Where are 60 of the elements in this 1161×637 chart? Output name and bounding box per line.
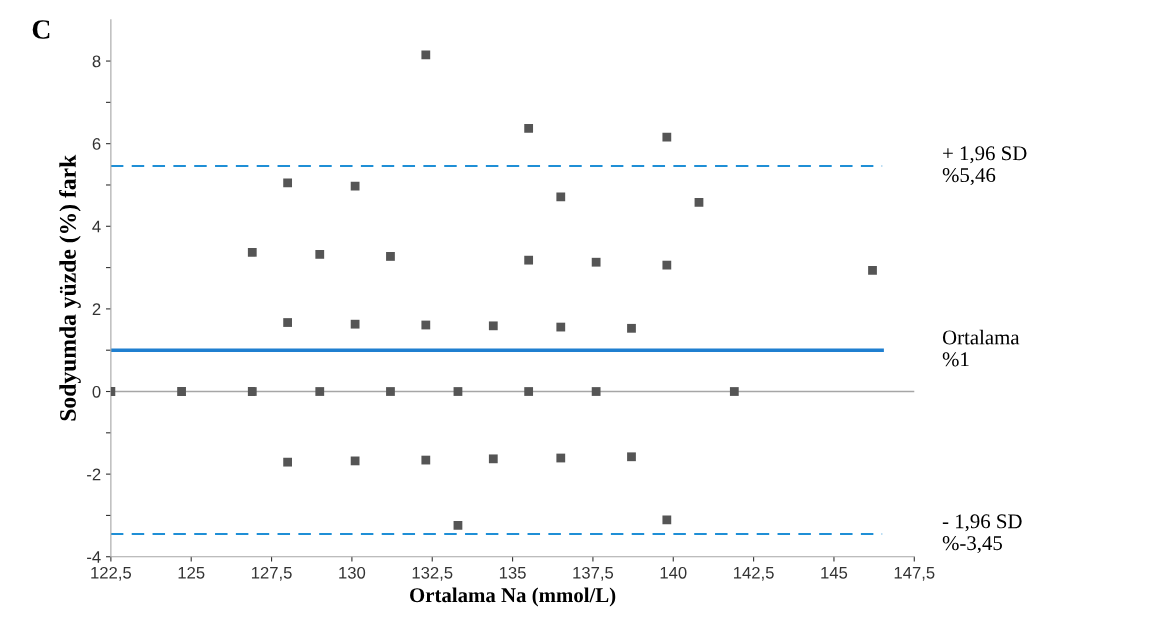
point xyxy=(247,247,257,257)
point xyxy=(421,455,431,465)
point xyxy=(488,321,498,331)
point xyxy=(524,387,534,396)
point xyxy=(177,387,186,396)
x-tick-label: 125 xyxy=(178,566,205,579)
point xyxy=(556,453,566,463)
point xyxy=(421,320,431,330)
point xyxy=(315,249,325,259)
text: C xyxy=(32,20,50,39)
point xyxy=(524,255,534,265)
x-tick-label: 127,5 xyxy=(251,566,292,581)
ref-line-label: Ortalama %1 xyxy=(942,329,1020,367)
y-axis-title: Sodyumda yüzde (%) fark xyxy=(59,154,81,421)
y-tick-label: 6 xyxy=(92,138,101,150)
point xyxy=(591,257,601,267)
x-tick-label: 147,5 xyxy=(894,567,935,581)
point xyxy=(453,520,463,530)
x-tick-label: 145 xyxy=(821,567,848,579)
point xyxy=(556,322,566,332)
y-tick-label: 4 xyxy=(92,220,101,233)
x-axis-title: Ortalama Na (mmol/L) xyxy=(410,587,616,607)
x-tick-label: 122,5 xyxy=(91,566,132,581)
point xyxy=(662,515,672,525)
point xyxy=(247,387,257,396)
point xyxy=(729,387,739,396)
point xyxy=(386,252,395,261)
x-tick-label: 142,5 xyxy=(734,566,774,581)
x-tick-label: 130 xyxy=(339,566,366,579)
x-tick-label: 135 xyxy=(499,566,526,579)
point xyxy=(283,318,293,327)
point xyxy=(315,387,325,396)
x-tick-label: 140 xyxy=(660,566,687,579)
x-tick-label: 132,5 xyxy=(412,566,453,581)
y-tick-label: 8 xyxy=(92,55,101,68)
y-tick-label: -4 xyxy=(87,551,101,563)
y-tick-label: -2 xyxy=(87,468,101,481)
point xyxy=(283,178,293,188)
point xyxy=(386,387,395,396)
point xyxy=(662,132,672,142)
ref-line-label: + 1,96 SD %5,46 xyxy=(942,146,1027,186)
point xyxy=(556,192,566,202)
ref-line-label: - 1,96 SD %-3,45 xyxy=(942,514,1022,554)
point xyxy=(350,181,360,191)
point xyxy=(627,323,636,333)
y-tick-label: 2 xyxy=(92,303,101,315)
point xyxy=(868,266,877,275)
point xyxy=(350,319,360,329)
point xyxy=(694,197,704,207)
y-tick-label: 0 xyxy=(92,385,101,398)
point xyxy=(662,260,672,270)
point xyxy=(421,50,431,60)
point xyxy=(627,452,636,462)
x-tick-label: 137,5 xyxy=(573,566,614,581)
point xyxy=(488,454,498,464)
point xyxy=(591,387,601,396)
point xyxy=(453,387,463,396)
point xyxy=(524,123,534,133)
point xyxy=(283,457,293,467)
point xyxy=(350,456,360,466)
